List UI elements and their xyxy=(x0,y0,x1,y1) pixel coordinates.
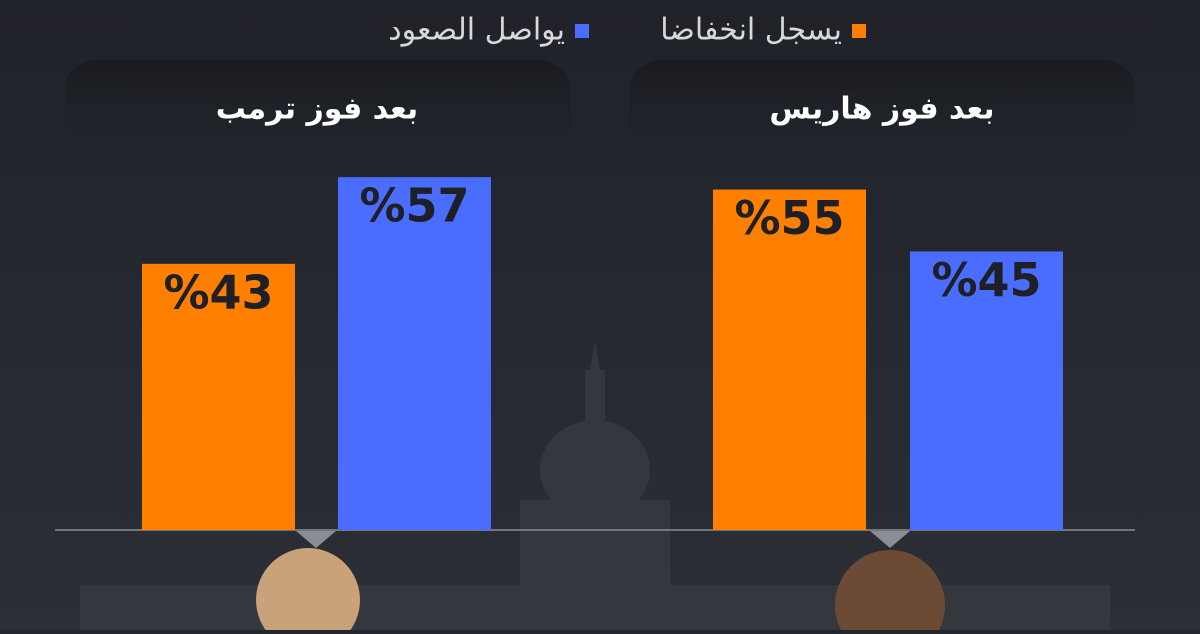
panel xyxy=(65,60,570,180)
pointer xyxy=(296,531,336,548)
portrait xyxy=(835,550,945,634)
value-label: %43 xyxy=(163,265,273,319)
panel-title: بعد فوز ترمب xyxy=(216,92,418,127)
panel-title: بعد فوز هاريس xyxy=(769,92,994,127)
legend-label: يسجل انخفاضا xyxy=(660,13,842,48)
portrait xyxy=(256,548,360,634)
panel xyxy=(630,60,1135,180)
bar xyxy=(713,189,866,531)
bar xyxy=(338,177,491,531)
bar xyxy=(910,251,1063,530)
value-label: %55 xyxy=(734,191,844,245)
bar xyxy=(142,263,295,530)
legend-label: يواصل الصعود xyxy=(388,13,565,48)
value-label: %45 xyxy=(931,253,1041,307)
pointer xyxy=(870,531,910,548)
legend-swatch xyxy=(852,24,866,38)
value-label: %57 xyxy=(359,179,469,233)
legend-swatch xyxy=(575,24,589,38)
